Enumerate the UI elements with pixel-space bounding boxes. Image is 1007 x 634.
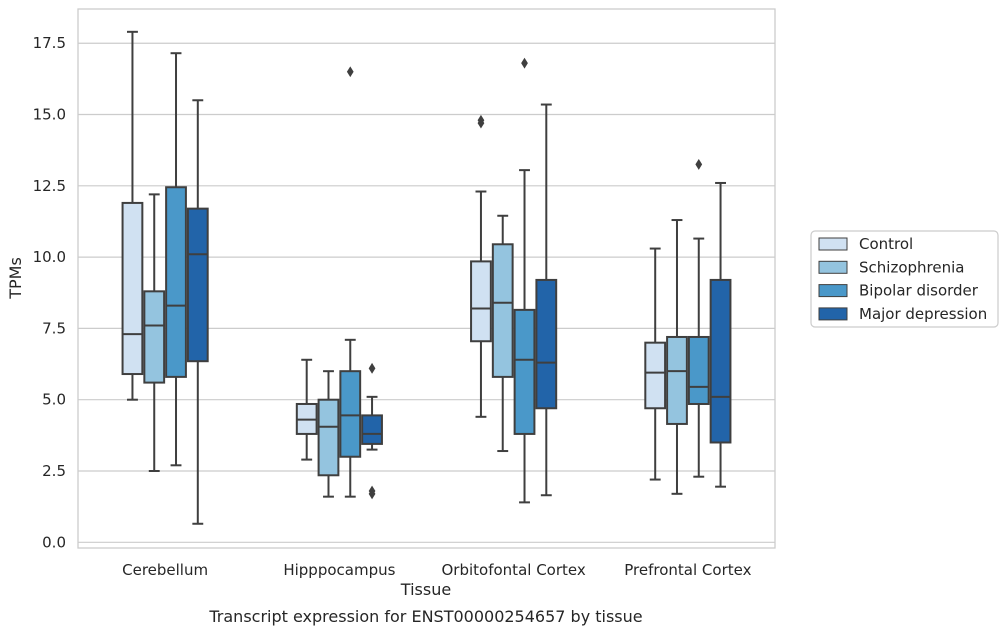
y-tick-label: 17.5 xyxy=(33,34,66,52)
y-tick-label: 0.0 xyxy=(42,533,66,551)
box-major-depression xyxy=(361,362,383,500)
legend: Control Schizophrenia Bipolar disorder Majo… xyxy=(810,230,999,328)
box-body xyxy=(317,398,340,477)
box-body xyxy=(687,335,710,405)
box-body xyxy=(470,260,492,343)
legend-swatch xyxy=(818,260,848,274)
legend-label: Bipolar disorder xyxy=(859,282,979,300)
outlier-point xyxy=(346,66,354,78)
y-axis-title: TPMs xyxy=(6,257,25,300)
box-schizophrenia xyxy=(666,219,688,495)
y-tick-label: 2.5 xyxy=(42,462,66,480)
legend-swatch xyxy=(818,237,848,251)
box-body xyxy=(513,308,536,435)
outlier-point xyxy=(521,57,528,69)
box-bipolar-disorder xyxy=(687,159,710,478)
box-body xyxy=(143,290,166,384)
legend-label: Schizophrenia xyxy=(859,258,964,276)
outlier-point xyxy=(477,114,485,126)
x-tick-label: Prefrontal Cortex xyxy=(624,561,751,579)
box-body xyxy=(666,335,688,425)
box-control xyxy=(121,30,144,401)
box-body xyxy=(709,278,732,444)
box-body xyxy=(165,186,187,378)
outlier-point xyxy=(695,159,703,170)
y-tick-labels: 0.0 2.5 5.0 7.5 10.0 12.5 15.0 17.5 xyxy=(33,34,66,551)
box-body xyxy=(186,207,209,363)
legend-label: Major depression xyxy=(859,305,987,323)
box-major-depression xyxy=(709,181,732,488)
box-body xyxy=(339,370,362,458)
box-bipolar-disorder xyxy=(339,66,362,498)
chart-caption: Transcript expression for ENST0000025465… xyxy=(208,607,642,626)
legend-frame xyxy=(810,230,999,328)
y-tick-label: 7.5 xyxy=(42,319,66,337)
box-groups xyxy=(121,30,732,525)
y-tick-label: 10.0 xyxy=(33,248,66,266)
y-tick-label: 12.5 xyxy=(33,177,66,195)
y-tick-label: 5.0 xyxy=(42,391,66,409)
box-bipolar-disorder xyxy=(165,52,187,467)
box-body xyxy=(491,243,514,378)
y-tick-label: 15.0 xyxy=(33,106,66,124)
x-tick-label: Cerebellum xyxy=(122,561,208,579)
box-body xyxy=(361,414,383,445)
plot-frame xyxy=(77,8,776,549)
legend-swatch xyxy=(818,307,848,321)
legend-label: Control xyxy=(859,235,913,253)
box-body xyxy=(644,341,667,410)
box-schizophrenia xyxy=(143,193,166,472)
outlier-point xyxy=(368,362,376,374)
box-control xyxy=(644,247,667,481)
box-control xyxy=(295,358,318,461)
x-tick-label: Hipppocampus xyxy=(283,561,395,579)
box-schizophrenia xyxy=(317,370,340,498)
box-major-depression xyxy=(535,103,558,497)
box-major-depression xyxy=(186,99,209,525)
x-axis-title: Tissue xyxy=(400,580,451,599)
box-bipolar-disorder xyxy=(513,57,536,504)
box-body xyxy=(121,201,144,376)
x-tick-labels: Cerebellum Hipppocampus Orbitofontal Corte… xyxy=(122,561,751,579)
x-tick-label: Orbitofontal Cortex xyxy=(442,561,586,579)
box-body xyxy=(535,278,558,410)
box-schizophrenia xyxy=(491,214,514,453)
legend-swatch xyxy=(818,284,848,298)
outlier-point xyxy=(368,488,376,500)
box-control xyxy=(470,114,492,418)
